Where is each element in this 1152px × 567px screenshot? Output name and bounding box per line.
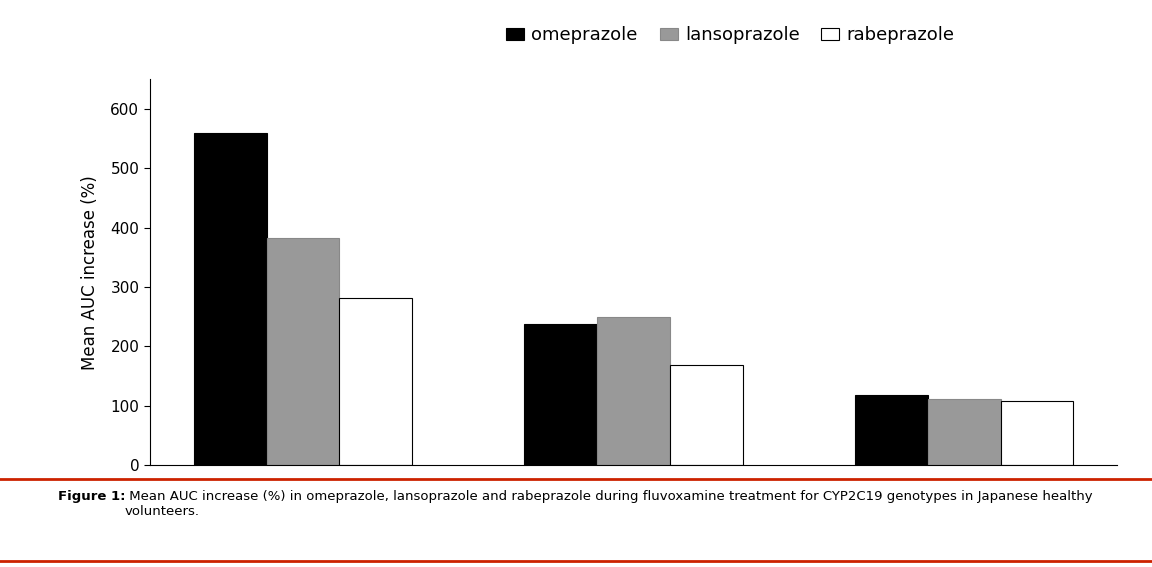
Bar <box>855 395 929 465</box>
Bar <box>194 133 266 465</box>
Bar <box>597 316 670 465</box>
Bar <box>266 238 339 465</box>
Bar <box>929 399 1001 465</box>
Bar <box>339 298 412 465</box>
Text: Figure 1:: Figure 1: <box>58 490 126 503</box>
Text: Mean AUC increase (%) in omeprazole, lansoprazole and rabeprazole during fluvoxa: Mean AUC increase (%) in omeprazole, lan… <box>126 490 1093 518</box>
Bar <box>670 365 743 465</box>
Legend: omeprazole, lansoprazole, rabeprazole: omeprazole, lansoprazole, rabeprazole <box>499 19 962 52</box>
Y-axis label: Mean AUC increase (%): Mean AUC increase (%) <box>82 175 99 370</box>
Bar <box>524 324 597 465</box>
Bar <box>1001 401 1074 465</box>
